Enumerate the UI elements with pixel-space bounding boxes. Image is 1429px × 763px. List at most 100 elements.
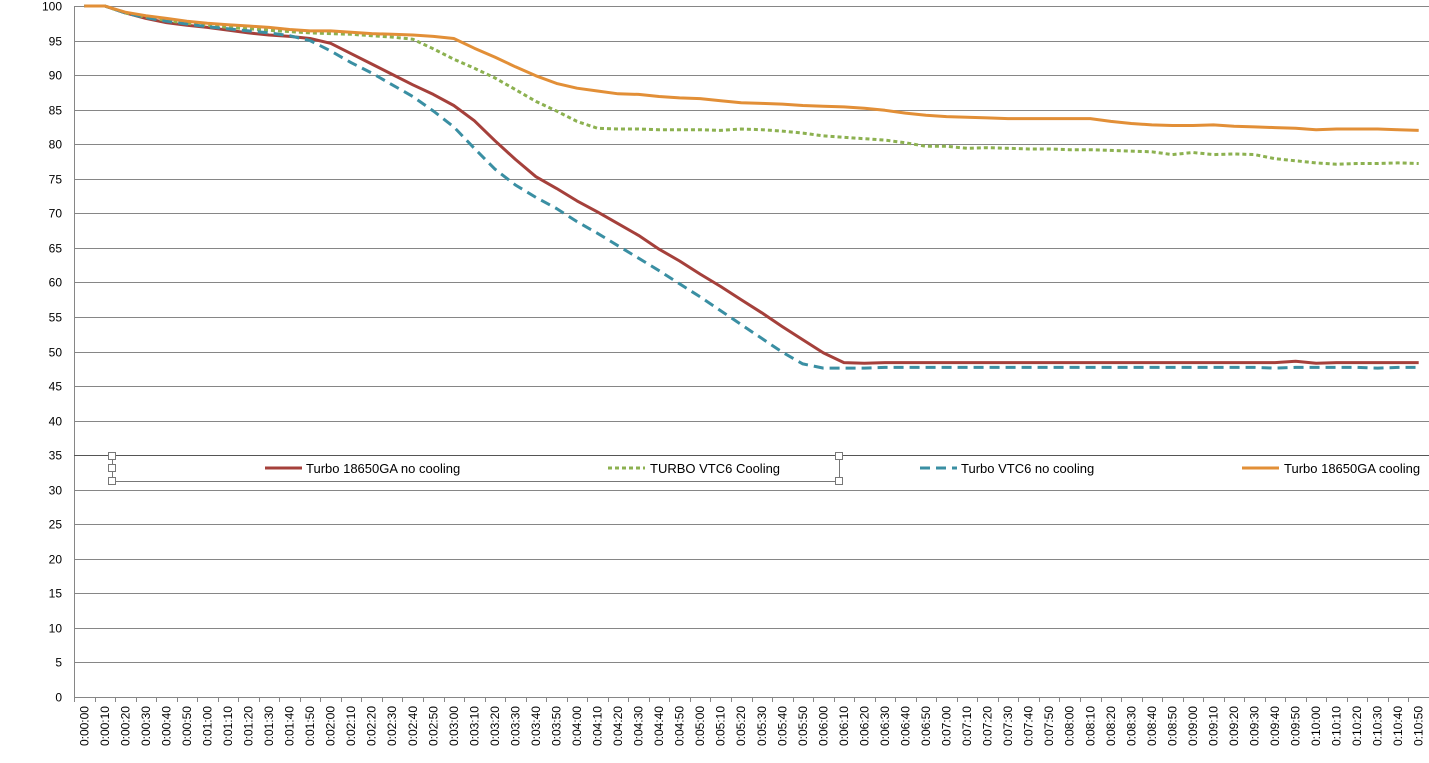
y-tick-label: 55	[49, 311, 63, 325]
legend-label-2: TURBO VTC6 Cooling	[650, 461, 780, 476]
x-tick-label: 0:00:10	[98, 706, 112, 746]
y-tick-label: 75	[49, 173, 63, 187]
x-tick-label: 0:08:40	[1145, 706, 1159, 746]
y-tick-label: 60	[49, 276, 63, 290]
x-tick-label: 0:05:20	[734, 706, 748, 746]
y-tick-label: 0	[55, 691, 62, 705]
x-tick-label: 0:04:30	[632, 706, 646, 746]
y-tick-label: 50	[49, 346, 63, 360]
x-tick-label: 0:05:00	[693, 706, 707, 746]
x-tick-label: 0:10:20	[1350, 706, 1364, 746]
x-tick-label: 0:10:30	[1371, 706, 1385, 746]
x-tick-label: 0:10:40	[1391, 706, 1405, 746]
y-tick-label: 20	[49, 553, 63, 567]
x-tick-labels: 0:00:00 0:00:10 0:00:20 0:00:30 0:00:40 0:00:…	[77, 706, 1425, 746]
x-tick-label: 0:09:10	[1206, 706, 1220, 746]
x-tick-label: 0:04:10	[591, 706, 605, 746]
x-tick-label: 0:09:30	[1247, 706, 1261, 746]
x-tick-label: 0:01:20	[242, 706, 256, 746]
x-tick-label: 0:09:00	[1186, 706, 1200, 746]
y-tick-label: 25	[49, 518, 63, 532]
x-tick-label: 0:01:10	[221, 706, 235, 746]
x-tick-label: 0:04:40	[652, 706, 666, 746]
x-tick-label: 0:07:00	[940, 706, 954, 746]
series-line-4	[84, 4, 1419, 132]
x-tick-label: 0:10:10	[1330, 706, 1344, 746]
resize-handle[interactable]	[108, 477, 116, 485]
x-tick-label: 0:02:30	[385, 706, 399, 746]
x-tick-label: 0:00:30	[139, 706, 153, 746]
resize-handle[interactable]	[108, 464, 116, 472]
y-tick-label: 85	[49, 104, 63, 118]
y-tick-label: 35	[49, 449, 63, 463]
y-tick-label: 5	[55, 656, 62, 670]
series-line-1	[84, 4, 1419, 365]
x-tick-label: 0:07:40	[1022, 706, 1036, 746]
x-tick-label: 0:06:10	[837, 706, 851, 746]
x-tick-label: 0:02:40	[406, 706, 420, 746]
x-tick-label: 0:07:10	[960, 706, 974, 746]
resize-handle[interactable]	[835, 477, 843, 485]
x-tick-label: 0:09:20	[1227, 706, 1241, 746]
x-tick-label: 0:03:30	[508, 706, 522, 746]
x-tick-label: 0:09:50	[1289, 706, 1303, 746]
y-tick-label: 15	[49, 587, 63, 601]
x-tick-label: 0:03:10	[467, 706, 481, 746]
y-tick-label: 30	[49, 484, 63, 498]
x-tick-label: 0:05:30	[755, 706, 769, 746]
y-tick-label: 65	[49, 242, 63, 256]
x-tick-label: 0:03:20	[488, 706, 502, 746]
x-tick-label: 0:02:20	[365, 706, 379, 746]
x-tick-label: 0:00:40	[159, 706, 173, 746]
x-tick-label: 0:06:40	[898, 706, 912, 746]
x-tick-label: 0:04:00	[570, 706, 584, 746]
x-tick-label: 0:09:40	[1268, 706, 1282, 746]
x-tick-label: 0:05:40	[775, 706, 789, 746]
y-tick-label: 10	[49, 622, 63, 636]
series-line-3	[84, 4, 1419, 370]
x-tick-label: 0:07:30	[1001, 706, 1015, 746]
resize-handle[interactable]	[835, 452, 843, 460]
y-tick-label: 70	[49, 207, 63, 221]
y-tick-label: 90	[49, 69, 63, 83]
x-tick-label: 0:02:00	[324, 706, 338, 746]
axes	[74, 6, 1429, 702]
x-tick-label: 0:08:00	[1063, 706, 1077, 746]
y-tick-label: 80	[49, 138, 63, 152]
x-tick-label: 0:04:50	[673, 706, 687, 746]
x-tick-label: 0:00:20	[118, 706, 132, 746]
x-tick-label: 0:02:50	[426, 706, 440, 746]
x-tick-label: 0:10:00	[1309, 706, 1323, 746]
x-tick-label: 0:04:20	[611, 706, 625, 746]
x-tick-label: 0:03:00	[447, 706, 461, 746]
y-tick-label: 95	[49, 35, 63, 49]
x-tick-label: 0:08:20	[1104, 706, 1118, 746]
legend-label-3: Turbo VTC6 no cooling	[961, 461, 1094, 476]
legend[interactable]: Turbo 18650GA no cooling TURBO VTC6 Cooli…	[74, 452, 1429, 485]
x-tick-label: 0:07:50	[1042, 706, 1056, 746]
x-tick-label: 0:03:40	[529, 706, 543, 746]
y-tick-label: 100	[42, 0, 62, 14]
legend-label-1: Turbo 18650GA no cooling	[306, 461, 460, 476]
x-tick-label: 0:01:30	[262, 706, 276, 746]
y-tick-labels: 0 5 10 15 20 25 30 35 40 45 50 55 60 65 70 75 80 85 90 95 10…	[42, 0, 62, 705]
gridlines	[74, 6, 1429, 663]
x-tick-label: 0:05:10	[714, 706, 728, 746]
x-tick-label: 0:08:10	[1083, 706, 1097, 746]
x-tick-label: 0:10:50	[1412, 706, 1426, 746]
resize-handle[interactable]	[108, 452, 116, 460]
x-tick-label: 0:00:50	[180, 706, 194, 746]
x-tick-label: 0:06:20	[857, 706, 871, 746]
y-tick-label: 40	[49, 415, 63, 429]
legend-label-4: Turbo 18650GA cooling	[1284, 461, 1420, 476]
x-tick-label: 0:06:00	[816, 706, 830, 746]
x-tick-label: 0:05:50	[796, 706, 810, 746]
x-tick-label: 0:01:00	[200, 706, 214, 746]
x-tick-label: 0:08:30	[1124, 706, 1138, 746]
series-lines	[84, 4, 1419, 370]
x-tick-label: 0:01:50	[303, 706, 317, 746]
x-tick-label: 0:01:40	[283, 706, 297, 746]
x-tick-label: 0:08:50	[1165, 706, 1179, 746]
x-tick-label: 0:00:00	[77, 706, 91, 746]
